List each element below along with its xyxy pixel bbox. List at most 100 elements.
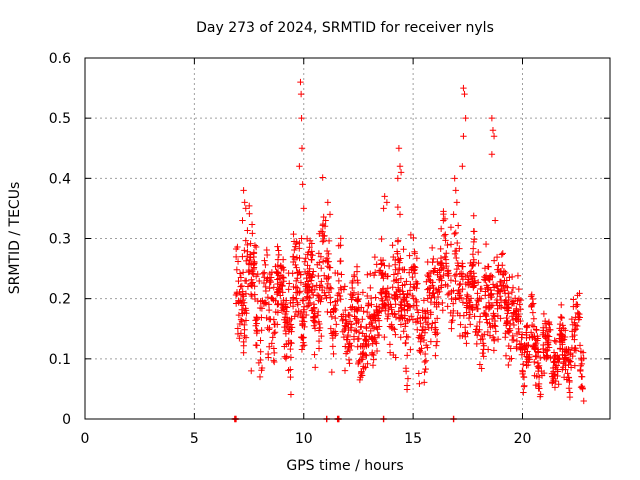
data-point [397,255,404,262]
data-point [332,298,339,305]
data-point [367,327,374,335]
data-point [281,323,288,331]
data-point [491,322,498,329]
data-point [322,217,329,224]
data-point [241,247,248,254]
data-point [352,315,360,322]
data-point [394,203,402,211]
data-point [276,275,283,282]
data-point [271,358,278,366]
y-axis-title: SRMTID / TECUs [7,182,23,295]
data-point [576,342,584,349]
data-point [316,324,324,332]
data-point [447,277,455,284]
data-point [543,324,550,331]
data-point [290,283,297,291]
data-point [306,299,314,307]
data-point [385,305,392,313]
data-point [410,283,417,290]
data-point [404,291,412,298]
data-point [292,261,299,269]
data-point [452,294,459,302]
data-point [424,286,431,293]
data-point [456,288,463,296]
data-point [326,264,333,271]
data-point [323,247,331,255]
data-point [538,372,546,379]
data-point [421,350,429,358]
data-point [253,314,261,322]
data-point [565,385,573,392]
data-point [418,332,425,339]
data-point [243,277,250,285]
data-point [374,331,382,339]
data-point [263,251,271,259]
data-point [526,356,533,363]
data-point [389,310,396,317]
data-point [316,320,323,328]
data-point [270,316,278,323]
data-point [388,304,395,311]
data-point [374,326,381,333]
data-point [325,250,332,258]
data-point [393,277,400,284]
data-point [566,358,574,366]
data-point [574,292,581,299]
data-point [394,175,402,182]
data-point [308,277,315,284]
data-point [520,389,527,396]
data-point [459,163,466,170]
data-point [296,239,303,247]
data-point [327,285,335,292]
data-point [246,210,253,217]
data-point [463,302,471,309]
data-point [532,352,540,360]
data-point [384,273,391,280]
data-point [344,348,351,355]
data-point [543,335,550,342]
data-point [463,291,471,299]
data-point [457,280,464,288]
data-point [373,307,381,314]
data-point [259,297,266,304]
data-point [430,255,437,263]
data-point [415,370,422,377]
data-point [329,332,337,339]
data-point [558,301,565,309]
data-point [514,297,521,304]
data-point [401,306,408,313]
data-point [381,333,388,341]
data-point [519,367,526,374]
data-point [279,301,286,308]
data-point [354,296,361,303]
data-point [266,324,273,332]
data-point [268,295,275,302]
data-point [394,250,401,258]
data-point [386,349,394,356]
data-point [529,309,537,316]
y-tick-label: 0.4 [49,171,71,187]
data-point [380,285,387,292]
data-point [450,287,457,294]
data-point [439,299,446,307]
data-point [412,319,420,326]
data-point [451,272,459,280]
data-point [498,282,506,289]
data-point [385,262,393,270]
data-point [522,342,530,350]
data-point [433,338,441,345]
data-point [486,273,494,280]
data-point [463,309,470,316]
data-point [302,255,309,262]
data-point [389,325,397,332]
data-point [502,352,510,359]
data-point [297,271,304,278]
data-point [544,340,551,348]
data-point [528,303,535,311]
data-point [458,263,466,270]
data-point [577,384,585,391]
data-point [289,303,297,310]
data-point [490,133,498,140]
data-point [346,340,354,347]
data-point [353,263,361,270]
